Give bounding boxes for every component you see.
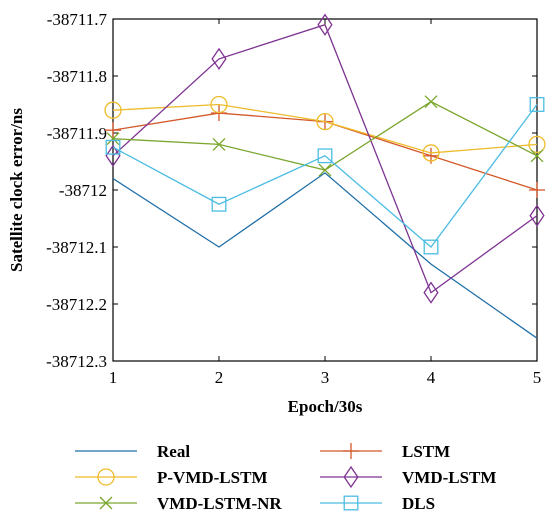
x-marker <box>212 137 226 151</box>
series-real <box>112 172 538 339</box>
legend-label: VMD-LSTM-NR <box>157 494 282 513</box>
diamond-marker <box>105 144 121 167</box>
series-vmd-lstm-nr <box>106 95 544 177</box>
legend-label: Real <box>157 442 190 461</box>
series-dls <box>105 97 545 255</box>
square-marker <box>343 495 359 511</box>
x-tick-label: 2 <box>215 368 224 387</box>
y-tick-label: -38711.7 <box>47 10 108 29</box>
legend-item: P-VMD-LSTM <box>75 468 267 487</box>
plus-marker <box>343 443 359 459</box>
legend-item: LSTM <box>320 442 450 461</box>
circle-marker <box>422 144 440 162</box>
circle-marker <box>316 112 334 131</box>
series-line <box>112 103 538 154</box>
series-line <box>112 23 538 294</box>
plus-marker <box>529 182 545 198</box>
x-tick-label: 5 <box>533 368 542 387</box>
legend: Real LSTM P-VMD-LSTM VMD-LSTM VMD-LSTM-NR DLS <box>75 442 496 513</box>
diamond-marker <box>317 13 333 36</box>
x-axis-title: Epoch/30s <box>288 397 363 416</box>
y-tick-label: -38711.8 <box>47 67 107 86</box>
square-marker <box>529 97 545 112</box>
y-tick-label: -38712 <box>59 181 107 200</box>
diamond-marker <box>423 281 439 304</box>
series-line <box>112 100 538 171</box>
x-marker <box>99 496 113 510</box>
square-marker <box>211 196 227 212</box>
legend-label: DLS <box>402 494 435 513</box>
legend-item: Real <box>75 442 190 461</box>
x-tick-label: 4 <box>427 368 436 387</box>
diamond-marker <box>343 465 359 489</box>
legend-label: VMD-LSTM <box>402 468 496 487</box>
y-tick-label: -38712.1 <box>46 238 107 257</box>
series-layer <box>104 13 546 339</box>
series-line <box>112 104 538 248</box>
legend-item: VMD-LSTM-NR <box>75 494 282 513</box>
circle-marker <box>210 95 228 114</box>
y-tick-label: -38712.3 <box>46 352 107 371</box>
series-line <box>112 172 538 339</box>
y-axis-title: Satellite clock error/ns <box>7 108 26 272</box>
diamond-marker <box>211 47 227 71</box>
circle-marker <box>104 101 122 119</box>
x-marker <box>424 95 438 109</box>
series-vmd-lstm <box>105 13 545 304</box>
x-marker <box>106 132 120 146</box>
x-tick-label: 1 <box>109 368 118 387</box>
x-marker <box>318 163 332 177</box>
legend-item: DLS <box>320 494 435 513</box>
legend-item: VMD-LSTM <box>320 465 496 489</box>
series-lstm <box>105 105 545 198</box>
square-marker <box>105 139 121 155</box>
circle-marker <box>97 468 115 486</box>
x-marker <box>530 149 544 163</box>
x-axis: 1 2 3 4 5 <box>109 19 542 387</box>
square-marker <box>317 148 333 164</box>
series-p-vmd-lstm <box>104 95 546 162</box>
x-tick-label: 3 <box>321 368 330 387</box>
circle-marker <box>528 135 546 154</box>
square-marker <box>423 239 439 255</box>
y-tick-label: -38712.2 <box>46 295 107 314</box>
diamond-marker <box>529 204 545 227</box>
plus-marker <box>105 122 121 139</box>
legend-label: P-VMD-LSTM <box>157 468 267 487</box>
y-tick-label: -38711.9 <box>47 124 107 143</box>
y-axis: -38711.7 -38711.8 -38711.9 -38712 -38712.1 -3… <box>46 10 537 371</box>
legend-label: LSTM <box>402 442 450 461</box>
